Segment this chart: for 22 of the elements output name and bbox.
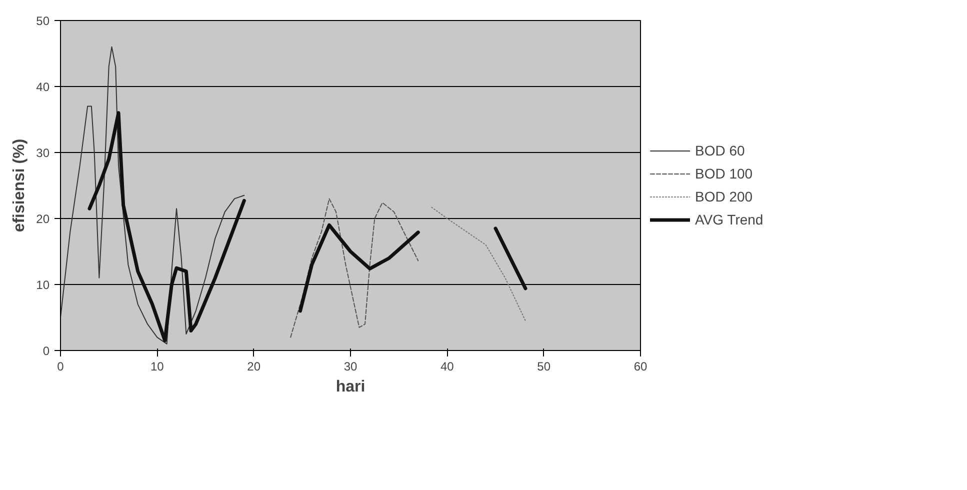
y-tick-label: 50 bbox=[36, 14, 50, 28]
legend-label: BOD 200 bbox=[695, 188, 753, 204]
y-tick-label: 20 bbox=[36, 212, 50, 226]
x-tick-label: 10 bbox=[150, 360, 164, 374]
legend-label: BOD 60 bbox=[695, 142, 745, 158]
line-series bbox=[290, 198, 419, 338]
y-axis-title: efisiensi (%) bbox=[11, 138, 28, 232]
x-tick-label: 20 bbox=[247, 360, 261, 374]
x-axis-title: hari bbox=[336, 378, 366, 396]
x-tick-label: 40 bbox=[440, 360, 454, 374]
y-tick-label: 30 bbox=[36, 146, 50, 160]
legend-label: BOD 100 bbox=[695, 166, 753, 182]
y-tick-label: 10 bbox=[36, 278, 50, 292]
legend-label: AVG Trend bbox=[695, 212, 764, 228]
y-tick-label: 40 bbox=[36, 80, 50, 94]
y-tick-label: 0 bbox=[42, 344, 50, 358]
line-series bbox=[60, 46, 245, 344]
x-tick-label: 50 bbox=[537, 360, 551, 374]
x-tick-label: 60 bbox=[634, 360, 648, 374]
x-tick-label: 30 bbox=[344, 360, 358, 374]
line-series bbox=[431, 206, 526, 322]
x-tick-label: 0 bbox=[57, 360, 64, 374]
